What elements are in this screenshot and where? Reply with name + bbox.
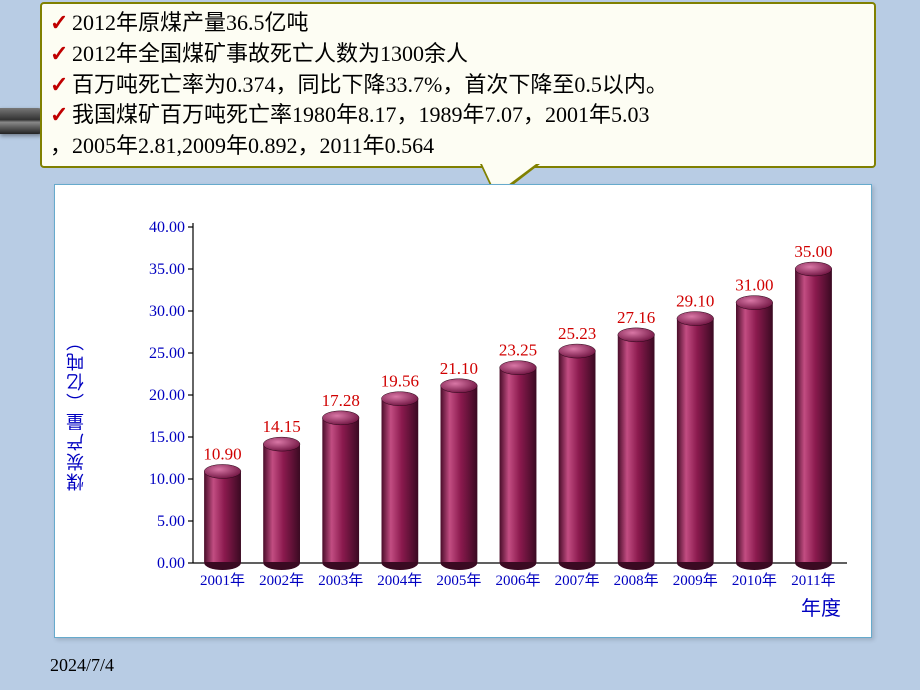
svg-text:21.10: 21.10: [440, 359, 478, 378]
check-icon: ✓: [50, 39, 68, 70]
svg-text:35.00: 35.00: [794, 242, 832, 261]
svg-text:40.00: 40.00: [149, 219, 185, 236]
check-icon: ✓: [50, 8, 68, 39]
svg-text:15.00: 15.00: [149, 429, 185, 446]
svg-text:25.23: 25.23: [558, 324, 596, 343]
svg-text:27.16: 27.16: [617, 308, 655, 327]
svg-text:17.28: 17.28: [322, 391, 360, 410]
svg-text:0.00: 0.00: [157, 555, 185, 572]
svg-text:2005年: 2005年: [436, 572, 481, 589]
bullet-4-cont: ，2005年2.81,2009年0.892，2011年0.564: [50, 131, 866, 162]
svg-text:2002年: 2002年: [259, 572, 304, 589]
bullet-4: ✓ 我国煤矿百万吨死亡率1980年8.17，1989年7.07，2001年5.0…: [50, 100, 866, 131]
y-axis-label: 煤炭产量（亿吨）: [63, 331, 89, 491]
svg-text:2010年: 2010年: [732, 572, 777, 589]
svg-text:29.10: 29.10: [676, 292, 714, 311]
slide: ✓ 2012年原煤产量36.5亿吨 ✓ 2012年全国煤矿事故死亡人数为1300…: [0, 0, 920, 690]
svg-text:23.25: 23.25: [499, 341, 537, 360]
svg-text:14.15: 14.15: [263, 417, 301, 436]
bullet-text: 2012年原煤产量36.5亿吨: [72, 10, 309, 35]
bullet-text: 百万吨死亡率为0.374，同比下降33.7%，首次下降至0.5以内。: [72, 72, 668, 97]
bullet-text: 我国煤矿百万吨死亡率1980年8.17，1989年7.07，2001年5.03: [72, 102, 650, 127]
bar-chart: 0.00 5.00 10.00 15.00 20.00 25.00 30.00 35.00 40…: [135, 197, 853, 577]
footer-date: 2024/7/4: [50, 655, 114, 676]
bullet-2: ✓ 2012年全国煤矿事故死亡人数为1300余人: [50, 39, 866, 70]
svg-text:2001年: 2001年: [200, 572, 245, 589]
chart-card: 煤炭产量（亿吨） 0.005.0010.0015.0020.0025.0030: [54, 184, 872, 638]
svg-text:10.00: 10.00: [149, 471, 185, 488]
svg-text:5.00: 5.00: [157, 513, 185, 530]
svg-text:19.56: 19.56: [381, 372, 419, 391]
svg-text:2004年: 2004年: [377, 572, 422, 589]
svg-text:2011年: 2011年: [791, 572, 835, 589]
callout-box: ✓ 2012年原煤产量36.5亿吨 ✓ 2012年全国煤矿事故死亡人数为1300…: [40, 2, 876, 168]
svg-text:25.00: 25.00: [149, 345, 185, 362]
check-icon: ✓: [50, 70, 68, 101]
svg-text:2007年: 2007年: [555, 572, 600, 589]
svg-text:30.00: 30.00: [149, 303, 185, 320]
chart-svg: 0.00 5.00 10.00 15.00 20.00 25.00 30.00 35.00 40…: [135, 197, 853, 617]
svg-text:2003年: 2003年: [318, 572, 363, 589]
svg-text:35.00: 35.00: [149, 261, 185, 278]
svg-text:2006年: 2006年: [495, 572, 540, 589]
bullet-text: 2012年全国煤矿事故死亡人数为1300余人: [72, 41, 468, 66]
svg-text:20.00: 20.00: [149, 387, 185, 404]
svg-text:2009年: 2009年: [673, 572, 718, 589]
svg-text:10.90: 10.90: [203, 444, 241, 463]
bullet-3: ✓ 百万吨死亡率为0.374，同比下降33.7%，首次下降至0.5以内。: [50, 70, 866, 101]
bullet-text: ，2005年2.81,2009年0.892，2011年0.564: [50, 133, 434, 158]
svg-text:2008年: 2008年: [614, 572, 659, 589]
svg-text:31.00: 31.00: [735, 276, 773, 295]
x-axis-label: 年度: [801, 592, 841, 621]
check-icon: ✓: [50, 100, 68, 131]
bullet-1: ✓ 2012年原煤产量36.5亿吨: [50, 8, 866, 39]
